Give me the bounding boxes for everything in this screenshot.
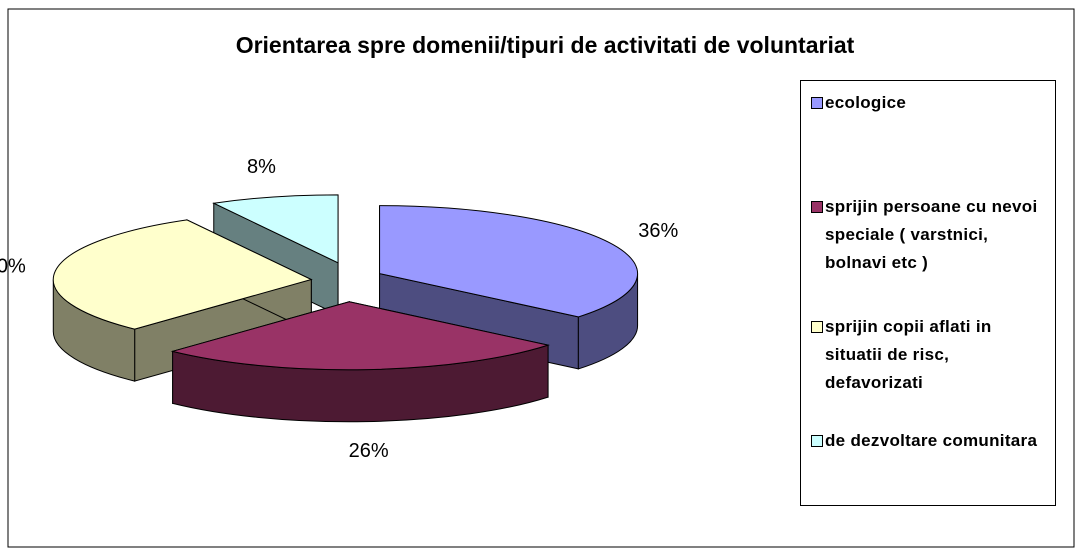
legend-item: de dezvoltare comunitara — [811, 427, 1051, 455]
slice-top — [52, 219, 313, 330]
legend: ecologice sprijin persoane cu nevoi speci… — [800, 80, 1056, 506]
legend-item: sprijin copii aflati in situatii de risc… — [811, 313, 1051, 397]
data-label: 8% — [247, 156, 276, 178]
legend-label: de dezvoltare comunitara — [825, 431, 1038, 450]
legend-swatch — [811, 321, 823, 333]
chart-title: Orientarea spre domenii/tipuri de activi… — [236, 32, 855, 58]
slice-top — [212, 194, 339, 264]
legend-item: ecologice — [811, 89, 1051, 117]
data-label: 30% — [0, 256, 26, 278]
slice — [170, 301, 550, 423]
legend-item: sprijin persoane cu nevoi speciale ( var… — [811, 193, 1051, 277]
legend-label: sprijin copii aflati in situatii de risc… — [825, 317, 992, 392]
data-label: 36% — [638, 220, 678, 242]
legend-swatch — [811, 201, 823, 213]
slice-top — [170, 301, 550, 371]
data-label: 26% — [349, 440, 389, 462]
legend-label: ecologice — [825, 93, 907, 112]
slice-top — [379, 205, 639, 318]
legend-swatch — [811, 97, 823, 109]
legend-label: sprijin persoane cu nevoi speciale ( var… — [825, 197, 1038, 272]
legend-swatch — [811, 435, 823, 447]
